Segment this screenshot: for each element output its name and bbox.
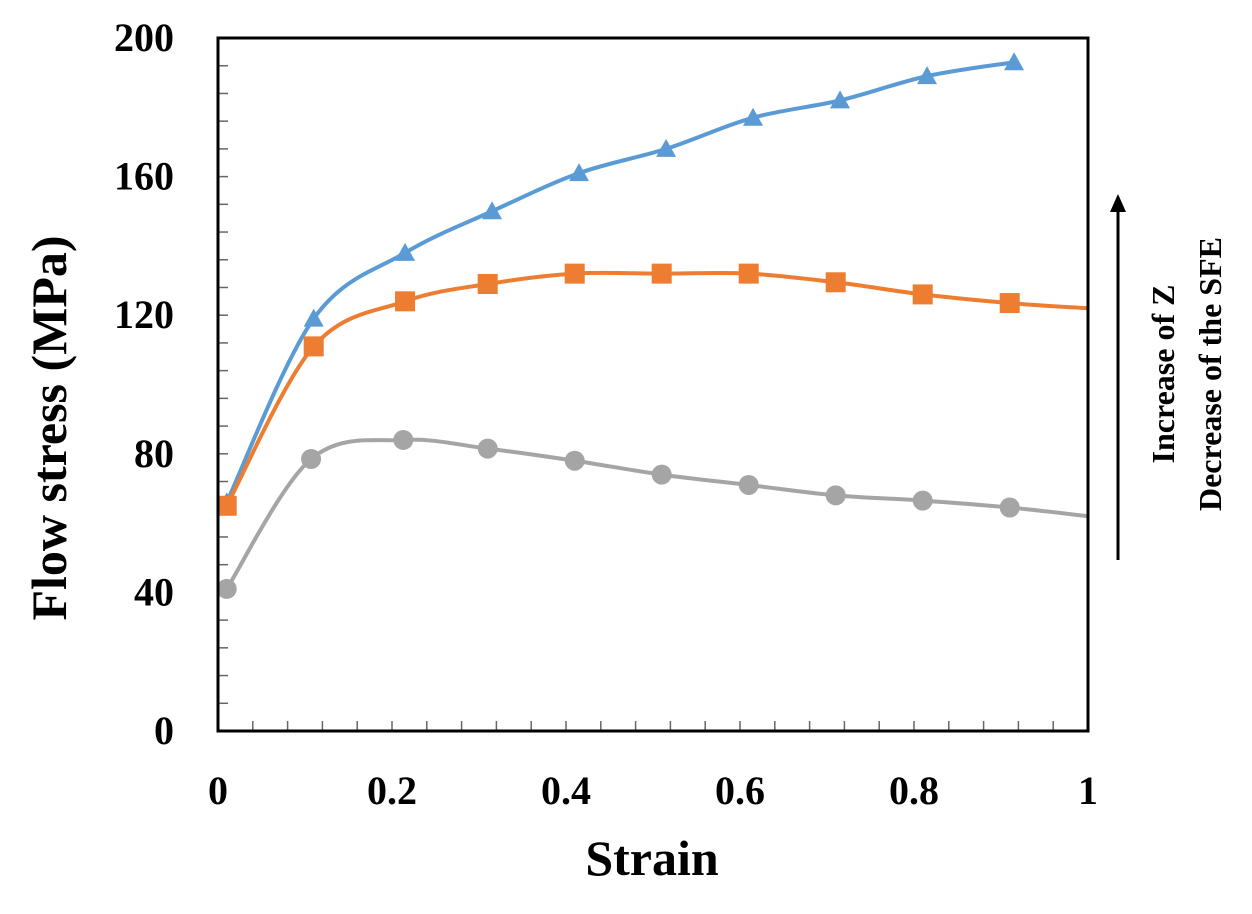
annotation-increase-of-z: Increase of Z — [1145, 285, 1181, 464]
trend-arrow-head — [1110, 194, 1126, 212]
x-tick-label: 0.6 — [715, 768, 765, 813]
data-point-square — [477, 274, 498, 295]
x-axis-title: Strain — [585, 830, 719, 886]
data-point-triangle — [743, 107, 764, 126]
series-circle — [216, 429, 1089, 599]
x-tick-label: 0 — [208, 768, 228, 813]
series-line — [225, 437, 1089, 591]
series-layer — [216, 52, 1089, 599]
y-axis-title: Flow stress (MPa) — [21, 235, 77, 620]
data-point-circle — [477, 438, 498, 459]
data-point-circle — [912, 490, 933, 511]
x-tick-label: 0.4 — [541, 768, 591, 813]
x-tick-label: 0.2 — [367, 768, 417, 813]
y-tick-label: 120 — [114, 292, 174, 337]
data-point-square — [825, 272, 846, 293]
x-tick-label: 0.8 — [889, 768, 939, 813]
series-line — [224, 270, 1089, 507]
tick-labels: 0 0.2 0.4 0.6 0.8 1 0 40 80 120 160 200 — [114, 15, 1098, 813]
series-square — [216, 263, 1089, 516]
y-tick-label: 200 — [114, 15, 174, 60]
data-point-square — [216, 495, 237, 516]
data-point-square — [999, 293, 1020, 314]
data-point-circle — [301, 448, 322, 469]
y-tick-label: 160 — [114, 154, 174, 199]
y-tick-label: 80 — [134, 431, 174, 476]
data-point-circle — [216, 578, 237, 599]
data-point-triangle — [569, 163, 590, 182]
data-point-triangle — [482, 201, 503, 220]
minor-ticks — [218, 64, 1054, 731]
data-point-triangle — [1004, 52, 1025, 71]
data-point-square — [395, 291, 416, 312]
plot-frame — [216, 36, 1090, 733]
data-point-circle — [651, 464, 672, 485]
data-point-triangle — [917, 66, 938, 85]
data-point-circle — [825, 485, 846, 506]
data-point-triangle — [830, 90, 851, 109]
data-point-triangle — [303, 308, 324, 327]
data-point-triangle — [395, 242, 416, 261]
data-point-square — [738, 263, 759, 284]
x-tick-label: 1 — [1078, 768, 1098, 813]
data-point-circle — [738, 474, 759, 495]
data-point-square — [912, 284, 933, 305]
data-point-triangle — [656, 138, 677, 157]
data-point-circle — [564, 450, 585, 471]
data-point-square — [564, 263, 585, 284]
data-point-square — [303, 336, 324, 357]
series-line — [224, 60, 1015, 504]
y-tick-label: 0 — [154, 708, 174, 753]
annotation-decrease-of-sfe: Decrease of the SFE — [1192, 237, 1228, 511]
data-point-circle — [393, 429, 414, 450]
y-tick-label: 40 — [134, 569, 174, 614]
data-point-circle — [999, 497, 1020, 518]
data-point-square — [651, 263, 672, 284]
series-triangle — [216, 52, 1025, 511]
